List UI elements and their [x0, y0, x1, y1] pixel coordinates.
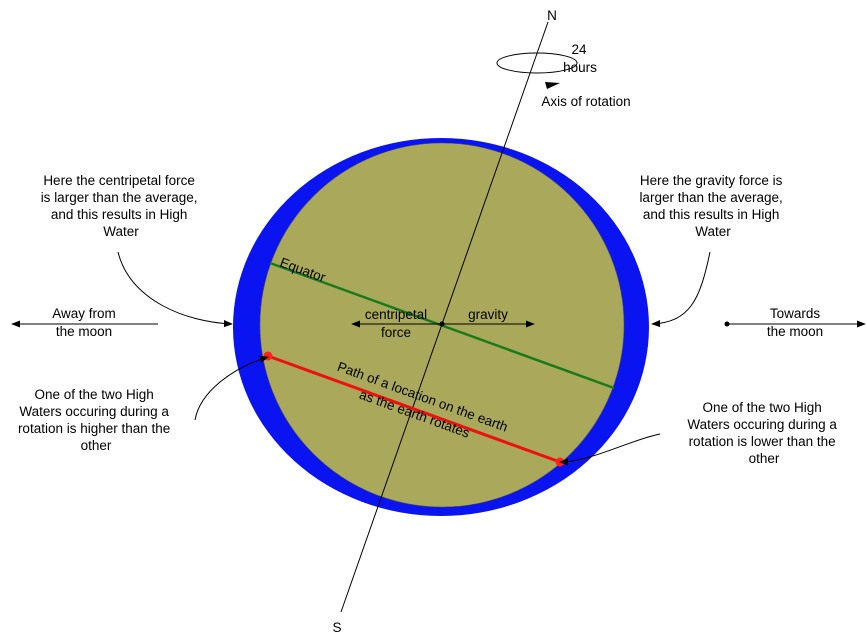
- centripetal-label-line1: centripetal: [365, 307, 427, 322]
- leader-bottom-right: [559, 433, 661, 466]
- gravity-label: gravity: [468, 307, 508, 322]
- north-label: N: [547, 8, 557, 23]
- earth-center-dot: [439, 321, 445, 327]
- centripetal-label-line2: force: [381, 325, 411, 340]
- note-top-left: Here the centripetal force is larger tha…: [41, 173, 202, 239]
- rotation-direction-ellipse: [496, 52, 578, 74]
- leader-top-left: [117, 251, 233, 328]
- towards-moon-dot: [724, 321, 730, 327]
- note-bottom-left: One of the two High Waters occuring duri…: [18, 387, 174, 453]
- away-label-line1: Away from: [52, 306, 116, 321]
- south-label: S: [332, 620, 341, 634]
- note-top-right: Here the gravity force is larger than th…: [639, 173, 786, 239]
- rotation-axis-line: [340, 21, 549, 613]
- note-bottom-right: One of the two High Waters occuring duri…: [687, 400, 840, 466]
- path-start-dot: [263, 351, 273, 361]
- away-label-line2: the moon: [56, 324, 112, 339]
- rotation-arrow-icon: [545, 82, 560, 89]
- towards-label-line1: Towards: [770, 306, 821, 321]
- location-path-line: [267, 354, 561, 464]
- towards-label-line2: the moon: [767, 324, 823, 339]
- rotation-hours-unit: hours: [563, 60, 597, 75]
- rotation-hours-number: 24: [571, 42, 587, 57]
- axis-of-rotation-label: Axis of rotation: [541, 94, 630, 109]
- leader-bottom-left: [194, 355, 269, 421]
- leader-top-right: [651, 251, 711, 328]
